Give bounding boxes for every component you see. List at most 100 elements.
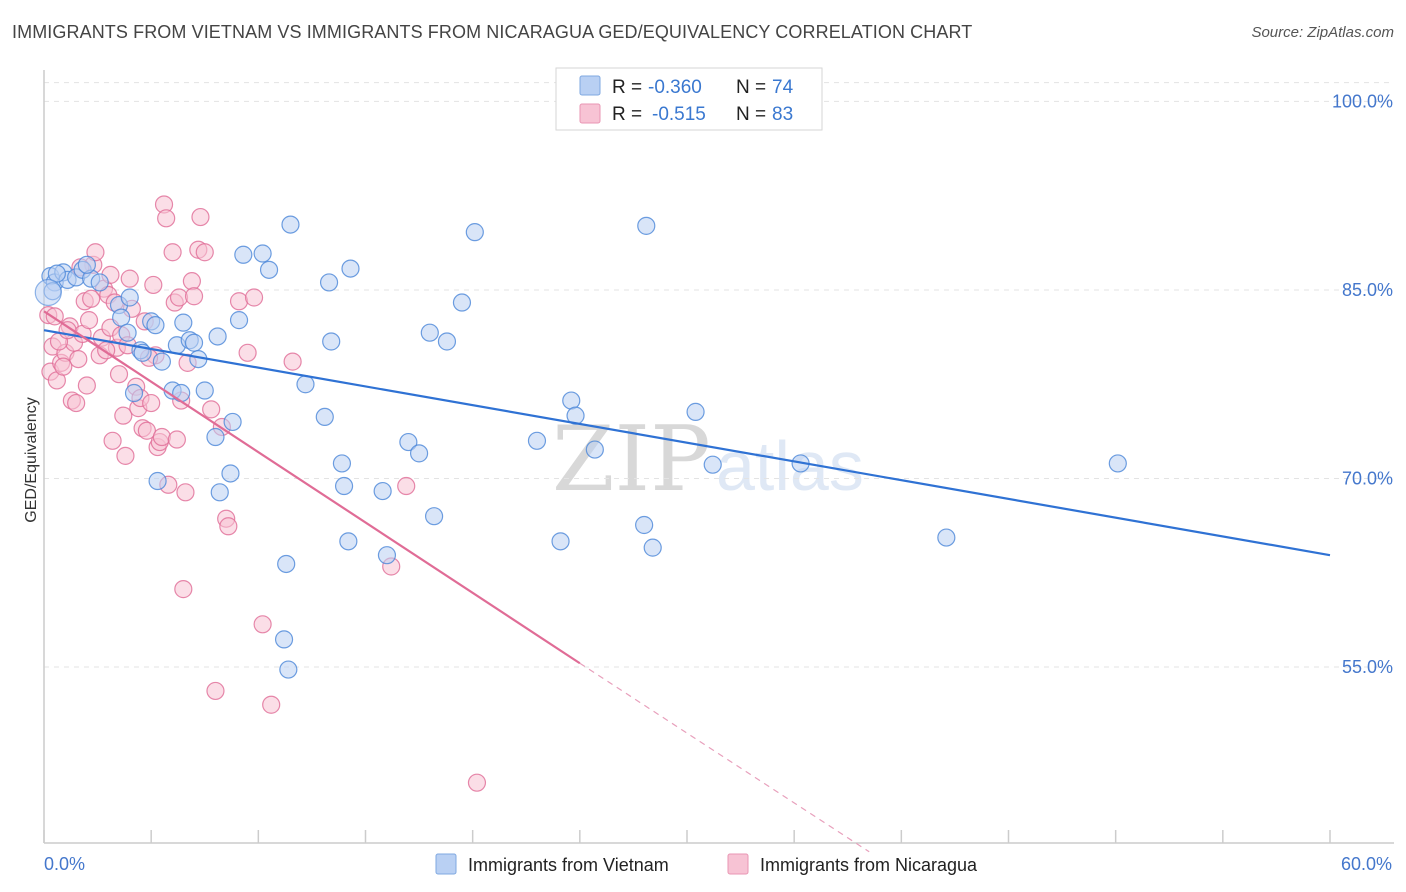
vietnam-point-44 <box>341 259 360 278</box>
nicaragua-legend-swatch <box>579 103 601 124</box>
nicaragua-point-72 <box>397 476 416 496</box>
vietnam-point-10 <box>120 288 139 307</box>
vietnam-trend-line <box>43 329 1331 557</box>
vietnam-point-36 <box>281 215 300 234</box>
nicaragua-trend-line <box>43 310 581 665</box>
vietnam-point-26 <box>195 381 214 400</box>
y-tick-label-55: 55.0% <box>1342 657 1393 677</box>
vietnam-point-13 <box>124 383 144 403</box>
vietnam-points <box>34 82 1127 679</box>
x-axis-ticks <box>43 830 1331 843</box>
vietnam-point-51 <box>409 444 429 463</box>
y-axis-tick-labels: 55.0% 70.0% 85.0% 100.0% <box>1332 91 1393 677</box>
vietnam-point-cluster <box>34 278 62 307</box>
vietnam-legend-swatch <box>579 75 601 96</box>
vietnam-point-32 <box>229 311 249 330</box>
vietnam-r-label: R = <box>612 77 642 98</box>
nicaragua-series-swatch <box>727 853 749 875</box>
nicaragua-r-value: -0.515 <box>652 104 706 125</box>
y-tick-label-85: 85.0% <box>1342 280 1393 300</box>
series-legend: Immigrants from Vietnam Immigrants from … <box>435 853 978 875</box>
x-tick-label-min: 0.0% <box>44 854 85 874</box>
vietnam-point-7 <box>77 255 96 274</box>
nicaragua-point-28 <box>114 406 133 425</box>
vietnam-point-69 <box>937 528 956 547</box>
vietnam-series-label: Immigrants from Vietnam <box>468 855 669 875</box>
vietnam-point-55 <box>452 293 472 312</box>
vietnam-point-17 <box>152 352 171 371</box>
nicaragua-point-58 <box>191 207 210 227</box>
vietnam-point-21 <box>172 383 191 403</box>
stats-legend: R = -0.360 N = 74 R = -0.515 N = 83 <box>555 67 823 131</box>
vietnam-point-50 <box>399 432 418 452</box>
nicaragua-point-23 <box>103 431 122 450</box>
nicaragua-point-65 <box>229 292 249 311</box>
axes <box>43 70 1394 844</box>
vietnam-point-43 <box>319 273 339 292</box>
y-tick-label-100: 100.0% <box>1332 91 1393 111</box>
vietnam-point-47 <box>339 532 358 551</box>
nicaragua-point-15 <box>79 311 99 330</box>
nicaragua-n-label: N = <box>736 104 766 125</box>
vietnam-point-46 <box>334 476 354 496</box>
nicaragua-point-61 <box>206 681 225 701</box>
nicaragua-point-46 <box>157 209 176 228</box>
nicaragua-point-25 <box>109 365 129 384</box>
nicaragua-point-67 <box>244 288 264 307</box>
nicaragua-n-value: 83 <box>772 104 793 125</box>
vietnam-point-27 <box>208 327 227 346</box>
vietnam-point-18 <box>148 471 167 491</box>
vietnam-point-38 <box>274 630 294 649</box>
nicaragua-point-68 <box>253 615 272 634</box>
nicaragua-point-60 <box>202 400 221 419</box>
vietnam-point-33 <box>234 245 253 264</box>
x-tick-label-max: 60.0% <box>1341 854 1392 874</box>
vietnam-n-label: N = <box>736 77 766 98</box>
vietnam-point-29 <box>210 483 229 502</box>
nicaragua-point-81 <box>167 430 186 449</box>
vietnam-point-11 <box>118 323 137 342</box>
vietnam-point-58 <box>551 532 570 551</box>
nicaragua-point-69 <box>262 695 281 714</box>
nicaragua-point-55 <box>182 272 201 291</box>
nicaragua-point-48 <box>163 243 182 262</box>
vietnam-point-56 <box>465 223 484 242</box>
nicaragua-point-39 <box>142 393 161 413</box>
nicaragua-trend-extension <box>579 662 870 853</box>
watermark-atlas: atlas <box>716 427 864 505</box>
vietnam-point-30 <box>221 464 240 483</box>
vietnam-point-59 <box>562 391 581 410</box>
vietnam-point-52 <box>420 323 439 342</box>
chart-title: IMMIGRANTS FROM VIETNAM VS IMMIGRANTS FR… <box>12 22 973 42</box>
vietnam-point-35 <box>259 260 279 279</box>
vietnam-point-67 <box>703 455 722 474</box>
nicaragua-point-64 <box>219 517 238 536</box>
vietnam-point-54 <box>437 332 457 351</box>
trend-lines <box>43 310 1331 853</box>
vietnam-point-42 <box>322 332 341 351</box>
y-tick-label-70: 70.0% <box>1342 468 1393 488</box>
vietnam-point-61 <box>585 440 604 459</box>
nicaragua-point-17 <box>86 243 105 262</box>
source-credit: Source: ZipAtlas.com <box>1251 24 1394 41</box>
nicaragua-point-11 <box>69 349 88 369</box>
nicaragua-point-70 <box>283 352 302 371</box>
vietnam-point-65 <box>637 216 656 235</box>
vietnam-point-41 <box>315 407 334 427</box>
vietnam-point-70 <box>1108 454 1127 473</box>
vietnam-point-22 <box>174 313 193 332</box>
nicaragua-point-59 <box>195 243 214 262</box>
nicaragua-point-14 <box>77 376 96 395</box>
vietnam-point-28 <box>206 427 225 447</box>
vietnam-point-16 <box>146 316 165 335</box>
nicaragua-point-31 <box>120 269 139 288</box>
y-axis-label: GED/Equivalency <box>23 397 40 522</box>
nicaragua-point-66 <box>238 343 257 362</box>
vietnam-point-24 <box>184 333 204 352</box>
nicaragua-point-53 <box>176 483 195 502</box>
vietnam-point-45 <box>332 454 352 473</box>
vietnam-point-34 <box>253 244 272 263</box>
vietnam-point-64 <box>643 538 662 557</box>
nicaragua-point-29 <box>116 446 135 465</box>
